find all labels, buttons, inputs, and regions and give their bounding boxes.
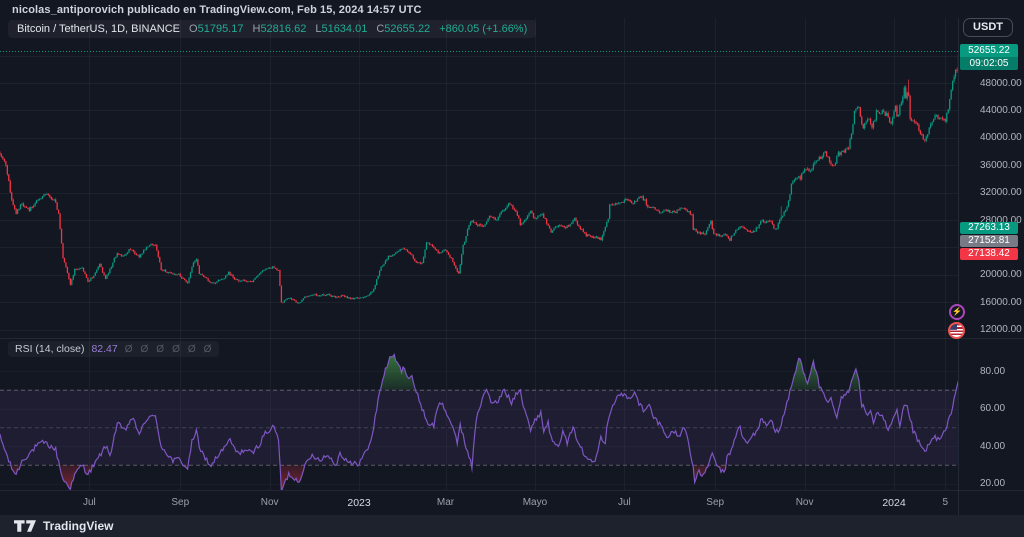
tradingview-logo-icon[interactable] xyxy=(14,519,36,533)
last-price-value: 52655.22 xyxy=(968,45,1010,56)
time-scale[interactable]: Jul Sep Nov 2023 Mar Mayo Jul Sep Nov 2024 5 xyxy=(0,490,958,515)
rsi-toolbar-icon[interactable]: Ø xyxy=(203,343,213,355)
time-tick-label: Sep xyxy=(171,497,190,508)
time-tick-label: 2023 xyxy=(347,497,371,509)
event-marker-us-flag-icon[interactable] xyxy=(948,322,965,339)
time-tick-label: 5 xyxy=(942,497,949,508)
time-tick-label: Nov xyxy=(260,497,279,508)
rsi-title: RSI (14, close) xyxy=(15,343,85,355)
time-tick-label: Mar xyxy=(436,497,455,508)
price-tick-label: 16000.00 xyxy=(980,296,1022,308)
rsi-toolbar-icon[interactable]: Ø xyxy=(172,343,181,355)
price-mark-target: 27263.13 xyxy=(960,222,1018,234)
time-tick-label: Sep xyxy=(706,497,725,508)
ohlc-close: C52655.22 xyxy=(376,23,431,35)
price-rsi-chart[interactable] xyxy=(0,0,958,490)
currency-toggle-button[interactable]: USDT xyxy=(963,18,1013,37)
price-tick-label: 36000.00 xyxy=(980,159,1022,171)
tradingview-brand[interactable]: TradingView xyxy=(43,519,114,533)
rsi-toolbar-icon[interactable]: Ø xyxy=(156,343,166,355)
symbol-title: Bitcoin / TetherUS, 1D, BINANCE xyxy=(17,23,181,35)
pane-separator[interactable] xyxy=(0,338,1024,339)
rsi-toolbar-icon[interactable]: Ø xyxy=(124,343,134,355)
rsi-toolbar-icon[interactable]: Ø xyxy=(187,343,197,355)
publish-info: nicolas_antiporovich publicado en Tradin… xyxy=(12,4,422,16)
rsi-value: 82.47 xyxy=(91,343,118,355)
price-tick-label: 32000.00 xyxy=(980,187,1022,199)
footer-bar: TradingView xyxy=(0,515,1024,537)
price-scale[interactable]: 48000.00 44000.00 40000.00 36000.00 32000.00… xyxy=(958,0,1024,490)
ohlc-open: O51795.17 xyxy=(189,23,244,35)
axis-separator xyxy=(958,18,959,515)
symbol-legend: Bitcoin / TetherUS, 1D, BINANCE O51795.1… xyxy=(8,20,537,38)
time-tick-label: Nov xyxy=(795,497,814,508)
price-mark-stop: 27138.42 xyxy=(960,248,1018,260)
rsi-tick-label: 40.00 xyxy=(980,440,1006,452)
bar-countdown: 09:02:05 xyxy=(960,57,1018,70)
price-tick-label: 20000.00 xyxy=(980,269,1022,281)
time-tick-label: Jul xyxy=(82,497,96,508)
time-tick-label: Jul xyxy=(617,497,631,508)
ohlc-low: L51634.01 xyxy=(315,23,368,35)
rsi-tick-label: 80.00 xyxy=(980,365,1006,377)
timeaxis-separator xyxy=(0,490,1024,491)
price-tick-label: 48000.00 xyxy=(980,77,1022,89)
time-tick-label: Mayo xyxy=(522,497,548,508)
rsi-tick-label: 60.00 xyxy=(980,403,1006,414)
price-tick-label: 28000.00 xyxy=(980,214,1022,226)
last-price-label: 52655.22 09:02:05 xyxy=(960,44,1018,70)
price-tick-label: 12000.00 xyxy=(980,324,1022,336)
change-value: +860.05 (+1.66%) xyxy=(439,23,528,35)
ohlc-high: H52816.62 xyxy=(252,23,307,35)
price-tick-label: 40000.00 xyxy=(980,132,1022,144)
rsi-legend: RSI (14, close) 82.47 Ø Ø Ø Ø Ø Ø xyxy=(8,341,220,357)
price-tick-label: 44000.00 xyxy=(980,104,1022,116)
rsi-toolbar-icon[interactable]: Ø xyxy=(140,343,150,355)
event-marker-flash-icon[interactable]: ⚡ xyxy=(949,304,965,320)
time-tick-label: 2024 xyxy=(882,497,906,509)
rsi-tick-label: 20.00 xyxy=(980,478,1006,489)
price-mark-entry: 27152.81 xyxy=(960,235,1018,247)
